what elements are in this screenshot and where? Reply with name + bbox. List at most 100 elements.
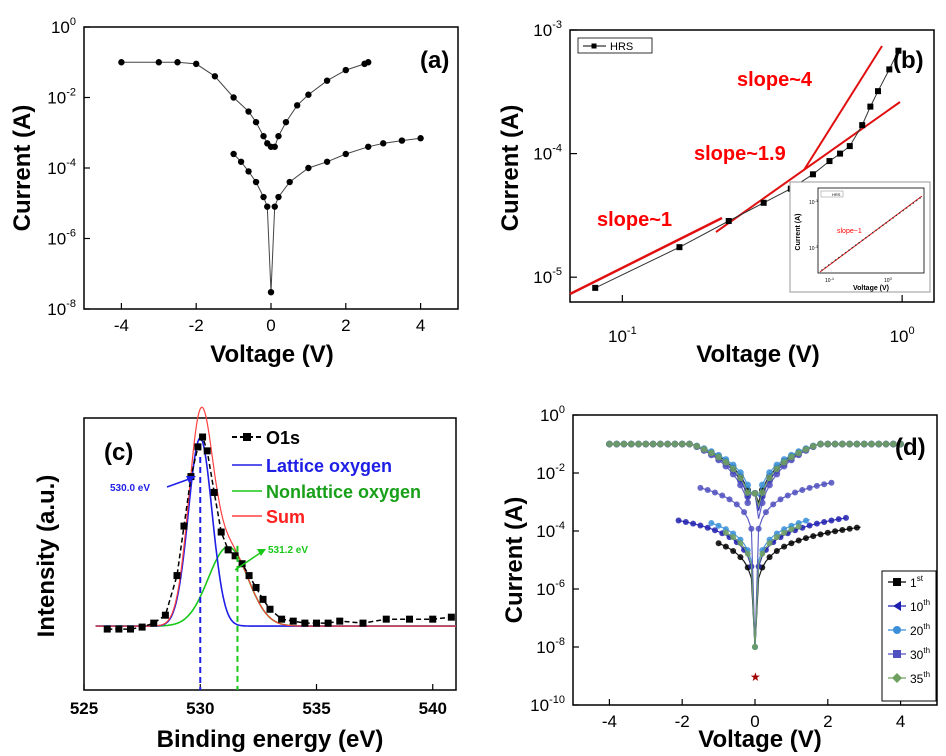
panel-b-inset-data — [821, 197, 921, 271]
panel-b-hrs-point — [676, 244, 683, 251]
panel-d-point — [809, 442, 817, 450]
panel-b-fit-slope4 — [803, 45, 883, 171]
panel-d-point — [773, 470, 781, 478]
panel-a-xtick-label: 0 — [266, 316, 275, 335]
panel-c-label: (c) — [104, 439, 133, 466]
panel-d-ytick-label: 10-10 — [530, 694, 565, 715]
panel-c-o1s-point — [447, 613, 455, 621]
panel-c-o1s-point — [217, 528, 225, 536]
panel-d-point — [744, 499, 752, 507]
panel-a-point — [323, 77, 331, 84]
panel-d-high-line-3 — [609, 443, 901, 519]
panel-d-point — [733, 501, 740, 508]
panel-d-point — [777, 496, 784, 503]
panel-d-point — [708, 449, 715, 457]
panel-d-point — [671, 440, 679, 448]
panel-a-point — [305, 91, 312, 98]
panel-b-inset-point — [898, 212, 901, 214]
panel-d-point — [788, 453, 795, 461]
panel-a-line-set-branch — [121, 61, 369, 148]
panel-d-point — [882, 440, 890, 448]
panel-b-inset-point — [868, 234, 871, 237]
panel-d-point — [697, 484, 704, 491]
panel-d-point — [868, 440, 875, 448]
panel-d-legend-box — [881, 570, 937, 702]
panel-c-o1s-point — [259, 595, 267, 603]
panel-d-point — [729, 465, 737, 473]
panel-b-ylabel: Current (A) — [497, 105, 524, 232]
panel-b-inset-point — [844, 251, 847, 254]
panel-d-high-line-1 — [609, 443, 901, 511]
panel-b-inset-point — [888, 219, 891, 222]
panel-a-label: (a) — [420, 47, 449, 74]
panel-b-annot-slope1: slope~1 — [597, 209, 672, 231]
panel-c-ticks: 525 530 535 540 — [70, 684, 447, 718]
panel-a-xtick-label: 4 — [416, 316, 425, 335]
panel-d-point — [737, 469, 744, 476]
panel-d-point — [758, 489, 766, 496]
panel-c-o1s-point — [238, 560, 246, 568]
panel-c-arrow-nonlattice — [234, 550, 264, 571]
panel-a-point — [275, 132, 282, 140]
panel-d-point — [828, 479, 835, 486]
panel-d-point — [642, 440, 650, 448]
panel-d-point — [806, 522, 813, 529]
panel-a-data — [118, 59, 424, 296]
panel-d-point — [722, 459, 730, 466]
panel-c-o1s-point — [429, 615, 437, 623]
panel-d-point — [711, 489, 718, 496]
panel-d-low-line-2 — [711, 519, 810, 648]
panel-d-ytick-label: 10-2 — [536, 462, 565, 483]
panel-b-xtick-label: 100 — [890, 325, 915, 346]
panel-a-point — [245, 168, 252, 175]
panel-d-legend-label-2: 20th — [910, 622, 930, 638]
panel-a-point — [323, 158, 331, 165]
panel-a-point — [275, 193, 282, 201]
panel-d-point — [730, 547, 737, 554]
panel-d-xtick-label: 4 — [896, 712, 905, 731]
panel-a-point — [245, 108, 252, 115]
panel-b-inset-point — [851, 246, 854, 249]
panel-b-hrs-point — [886, 66, 893, 73]
panel-d-high-line-2 — [609, 443, 901, 497]
panel-a-point — [174, 59, 181, 66]
panel-d-legend-label-1: 10th — [910, 598, 930, 614]
panel-d-legend-marker-3 — [893, 650, 901, 658]
panel-b-inset-point — [892, 217, 894, 219]
panel-b-inset-point — [821, 269, 823, 271]
panel-a-point — [267, 288, 275, 296]
panel-c-data — [95, 406, 456, 690]
panel-a-point — [398, 137, 406, 144]
panel-d-ytick-label: 10-6 — [536, 578, 565, 599]
panel-d-point — [730, 534, 737, 541]
panel-c-o1s-point — [180, 522, 188, 530]
panel-a-ylabel: Current (A) — [9, 105, 36, 232]
panel-c-o1s-point — [127, 625, 134, 633]
panel-d-point — [729, 470, 737, 478]
panel-d-point — [853, 440, 861, 448]
panel-d-ticks: -4 -2 0 2 4 100 10-2 10-4 10-6 10-8 10-10 — [530, 404, 905, 731]
panel-a-point — [118, 59, 125, 66]
panel-c-annot-lattice: 530.0 eV — [110, 483, 150, 494]
panel-d-point — [813, 482, 820, 489]
panel-a-point — [305, 164, 312, 172]
panel-b-inset-point — [871, 231, 874, 234]
panel-d-point — [751, 489, 759, 497]
panel-b-inset-point — [875, 229, 877, 232]
panel-d-point — [781, 543, 788, 550]
panel-d-point — [824, 440, 832, 448]
panel-a-point — [293, 102, 301, 109]
panel-d-label: (d) — [895, 434, 926, 461]
panel-c-o1s-point — [199, 433, 207, 441]
panel-c-frame — [83, 417, 457, 691]
panel-b-legend: HRS — [577, 37, 653, 54]
panel-b-inset-point — [902, 209, 904, 212]
panel-d-point — [835, 516, 842, 523]
panel-d-legend-marker-1 — [893, 601, 901, 611]
panel-a-point — [193, 60, 200, 68]
panel-d-point — [758, 481, 766, 489]
panel-d-point — [675, 517, 682, 524]
panel-d-point — [700, 446, 708, 453]
panel-d-point — [860, 440, 868, 448]
